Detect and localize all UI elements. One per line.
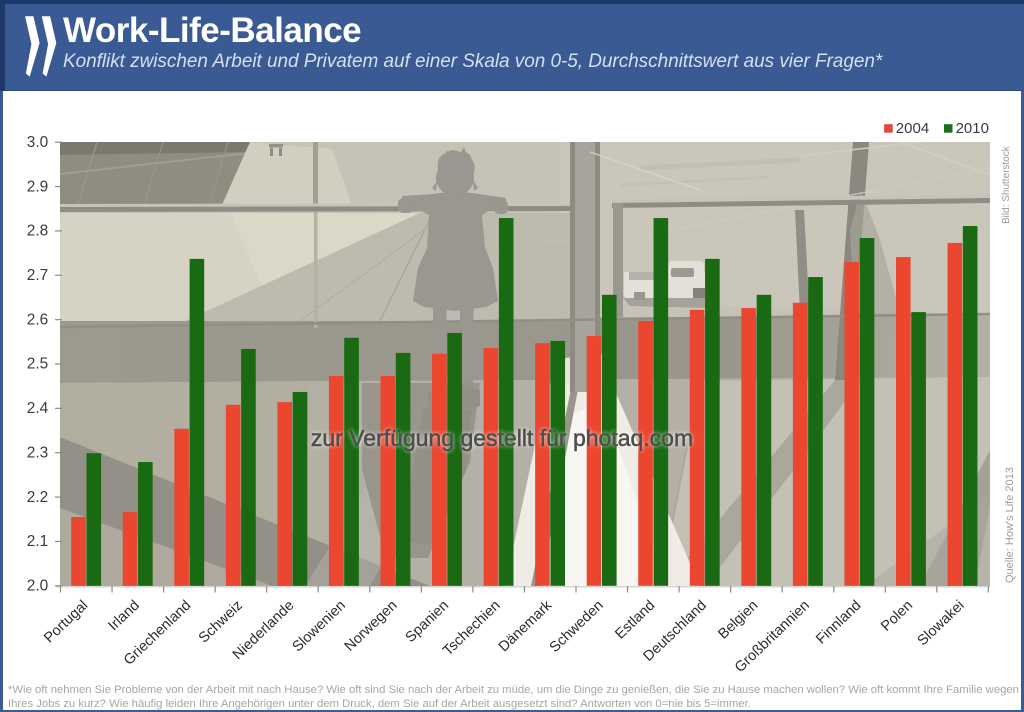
svg-text:2.8: 2.8 — [27, 223, 48, 240]
svg-text:2.2: 2.2 — [27, 489, 48, 506]
svg-text:Estland: Estland — [612, 598, 658, 643]
svg-text:Bild: Shutterstock: Bild: Shutterstock — [1001, 145, 1012, 224]
svg-text:2.0: 2.0 — [27, 578, 48, 595]
svg-text:Belgien: Belgien — [715, 598, 761, 643]
svg-text:2.6: 2.6 — [27, 311, 48, 328]
svg-text:2004: 2004 — [896, 120, 929, 137]
svg-text:2.5: 2.5 — [27, 356, 48, 373]
svg-text:2.7: 2.7 — [27, 267, 48, 284]
svg-text:Dänemark: Dänemark — [496, 597, 556, 655]
svg-text:Finnland: Finnland — [813, 598, 864, 648]
svg-text:2.3: 2.3 — [27, 444, 48, 461]
svg-text:zur Verfügung gestellt für pho: zur Verfügung gestellt für photaq.com — [311, 425, 693, 451]
svg-text:Portugal: Portugal — [41, 598, 91, 647]
svg-text:Polen: Polen — [878, 598, 916, 635]
svg-text:Slowakei: Slowakei — [915, 598, 968, 650]
svg-text:Slowenien: Slowenien — [290, 598, 349, 656]
svg-text:2.1: 2.1 — [27, 533, 48, 550]
svg-text:2010: 2010 — [956, 120, 989, 137]
svg-text:Norwegen: Norwegen — [342, 598, 401, 655]
svg-text:2.4: 2.4 — [27, 400, 49, 417]
svg-text:zur Verfügung gestellt für pho: zur Verfügung gestellt für photaq.com — [311, 425, 693, 451]
svg-text:Quelle: How's Life 2013: Quelle: How's Life 2013 — [1004, 467, 1016, 583]
svg-text:Irland: Irland — [106, 598, 143, 635]
svg-text:Schweiz: Schweiz — [196, 598, 246, 647]
svg-text:3.0: 3.0 — [27, 134, 48, 151]
svg-text:2.9: 2.9 — [27, 178, 48, 195]
svg-text:Schweden: Schweden — [547, 598, 607, 656]
svg-text:Spanien: Spanien — [403, 598, 453, 646]
